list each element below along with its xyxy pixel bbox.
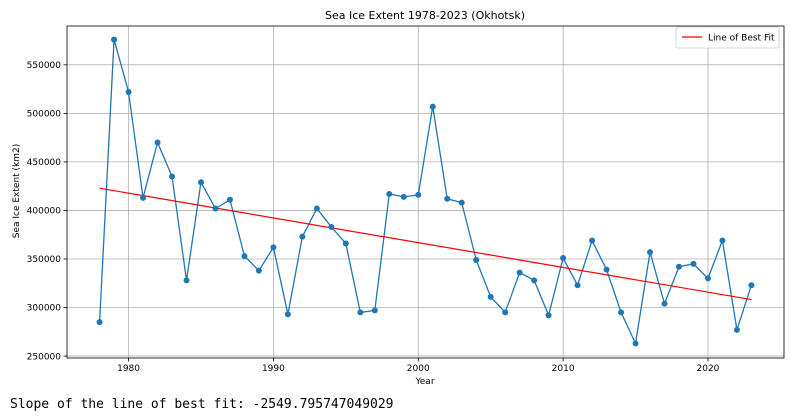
data-point <box>226 196 233 203</box>
data-point <box>313 205 320 212</box>
data-point <box>241 253 248 260</box>
data-point <box>328 223 335 230</box>
data-point <box>545 312 552 319</box>
data-point <box>111 36 118 43</box>
legend: Line of Best Fit <box>675 26 780 49</box>
y-tick-label: 250000 <box>27 352 62 362</box>
y-tick-label: 300000 <box>27 304 62 314</box>
y-tick-label: 450000 <box>27 158 62 168</box>
x-axis-label: Year <box>414 377 434 387</box>
legend-label-fit: Line of Best Fit <box>708 34 775 44</box>
data-point <box>183 277 190 284</box>
data-point <box>458 199 465 206</box>
data-point <box>415 191 422 198</box>
data-point <box>603 266 610 273</box>
data-point <box>169 173 176 180</box>
data-point <box>342 240 349 247</box>
y-axis-label: Sea Ice Extent (km2) <box>12 144 22 239</box>
data-point <box>748 282 755 289</box>
data-point <box>255 267 262 274</box>
data-point <box>96 319 103 326</box>
data-point <box>487 293 494 300</box>
data-point <box>140 194 147 201</box>
x-tick-label: 2000 <box>407 364 430 374</box>
y-tick-label: 500000 <box>27 110 62 120</box>
data-point <box>647 249 654 256</box>
data-point <box>560 255 567 262</box>
y-tick-label: 350000 <box>27 255 62 265</box>
chart-figure: Sea Ice Extent 1978-2023 (Okhotsk) 1980 1… <box>0 0 797 395</box>
data-point <box>299 233 306 240</box>
figure-background <box>0 0 797 395</box>
data-point <box>197 179 204 186</box>
data-point <box>284 311 291 318</box>
plot-content <box>96 36 755 347</box>
data-point <box>661 300 668 307</box>
y-axis-ticks: 250000 300000 350000 400000 450000 500000 5500… <box>27 61 67 362</box>
data-point <box>270 244 277 251</box>
legend-box <box>675 26 780 49</box>
x-tick-label: 1980 <box>117 364 140 374</box>
data-point <box>733 326 740 333</box>
data-point <box>516 269 523 276</box>
data-point <box>690 260 697 267</box>
data-point <box>357 309 364 316</box>
chart-title: Sea Ice Extent 1978-2023 (Okhotsk) <box>325 9 525 22</box>
x-tick-label: 2020 <box>697 364 720 374</box>
data-point <box>531 277 538 284</box>
data-point <box>125 89 132 96</box>
x-tick-label: 2010 <box>552 364 575 374</box>
data-point <box>371 307 378 314</box>
y-tick-label: 550000 <box>27 61 62 71</box>
data-point <box>154 139 161 146</box>
plot-area-frame <box>66 25 785 359</box>
data-point <box>473 256 480 263</box>
data-point <box>704 275 711 282</box>
data-point <box>212 205 219 212</box>
x-tick-label: 1990 <box>262 364 285 374</box>
data-point <box>502 309 509 316</box>
x-axis-ticks: 1980 1990 2000 2010 2020 <box>117 358 720 374</box>
best-fit-line <box>99 187 752 301</box>
data-point <box>386 190 393 197</box>
data-point <box>719 237 726 244</box>
data-point <box>574 282 581 289</box>
data-point <box>444 195 451 202</box>
series-line-observed <box>98 39 753 346</box>
cell-output-slope: Slope of the line of best fit: -2549.795… <box>10 397 394 412</box>
data-point <box>400 193 407 200</box>
data-point <box>618 309 625 316</box>
y-tick-label: 400000 <box>27 207 62 217</box>
data-point <box>429 103 436 110</box>
data-point <box>589 237 596 244</box>
data-point <box>632 340 639 347</box>
data-point <box>675 263 682 270</box>
